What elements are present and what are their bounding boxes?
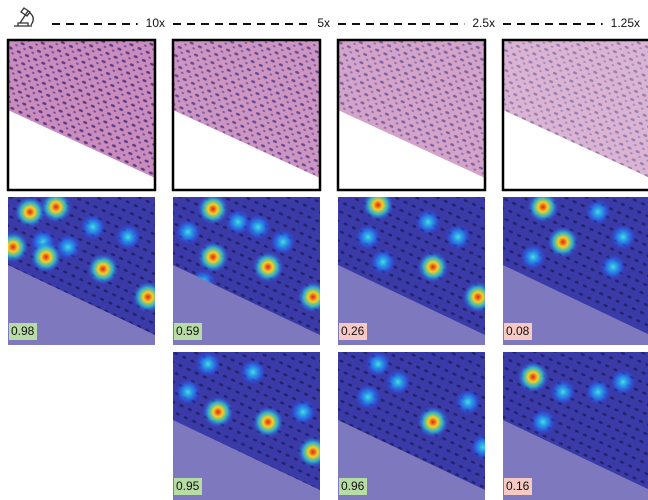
activation [470, 434, 496, 460]
score-label: 0.16 [506, 479, 530, 493]
magnification-label: 5x [317, 16, 330, 30]
activation [365, 351, 391, 377]
activation [195, 351, 221, 377]
activation [202, 396, 234, 428]
activation [252, 251, 284, 283]
activation [240, 359, 266, 385]
activation [80, 214, 106, 240]
activation [610, 369, 636, 395]
heatmap [503, 352, 648, 500]
heatmap-panel: 0.98 [0, 191, 164, 345]
activation [520, 244, 546, 270]
heatmap-panel: 0.96 [338, 351, 496, 500]
heatmap-panel: 0.59 [173, 193, 329, 345]
heatmap-panel: 0.95 [173, 351, 329, 500]
tissue-panel [173, 40, 320, 190]
magnification-label: 2.5x [472, 16, 495, 30]
activation [252, 406, 284, 438]
activation [362, 189, 394, 221]
activation [610, 224, 636, 250]
activation [455, 389, 481, 415]
score-label: 0.08 [506, 324, 530, 338]
activation [417, 251, 449, 283]
heatmap [338, 189, 494, 345]
heatmap-panel: 0.08 [503, 191, 648, 345]
activation [225, 209, 251, 235]
heatmap [503, 191, 648, 345]
activation [585, 379, 611, 405]
activation [445, 224, 471, 250]
score-label: 0.98 [11, 324, 35, 338]
magnification-label: 10x [146, 16, 165, 30]
activation [197, 193, 229, 225]
activation [385, 369, 411, 395]
activation [415, 209, 441, 235]
activation [547, 226, 579, 258]
activation [132, 281, 164, 313]
activation [197, 241, 229, 273]
activation [550, 379, 576, 405]
figure: 10x 5x 2.5x 1.25x 0.98 0.59 0.26 0.08 0.95 0.96 0.… [0, 0, 648, 500]
activation [517, 361, 549, 393]
activation [175, 379, 201, 405]
heatmap-panel: 0.16 [503, 352, 648, 500]
activation [527, 191, 559, 223]
activation [30, 241, 62, 273]
heatmap-panel: 0.26 [338, 189, 494, 345]
activation [40, 191, 72, 223]
magnification-label: 1.25x [611, 16, 640, 30]
activation [370, 249, 396, 275]
tissue-panel [338, 40, 485, 190]
activation [115, 224, 141, 250]
activation [530, 409, 556, 435]
activation [290, 399, 316, 425]
activation [355, 384, 381, 410]
microscope-icon [14, 8, 33, 26]
activation [417, 406, 449, 438]
activation [297, 436, 329, 468]
activation [175, 219, 201, 245]
score-label: 0.26 [341, 324, 365, 338]
heatmap [173, 351, 329, 500]
activation [297, 281, 329, 313]
score-label: 0.95 [176, 479, 200, 493]
heatmap [173, 193, 329, 345]
tissue-panel [8, 40, 155, 190]
activation [462, 281, 494, 313]
activation [355, 224, 381, 250]
heatmap [0, 191, 164, 345]
score-label: 0.59 [176, 324, 200, 338]
score-label: 0.96 [341, 479, 365, 493]
tissue-panel [503, 40, 648, 190]
heatmap [338, 351, 496, 500]
activation [585, 199, 611, 225]
activation [87, 253, 119, 285]
activation [270, 229, 296, 255]
activation [600, 254, 626, 280]
